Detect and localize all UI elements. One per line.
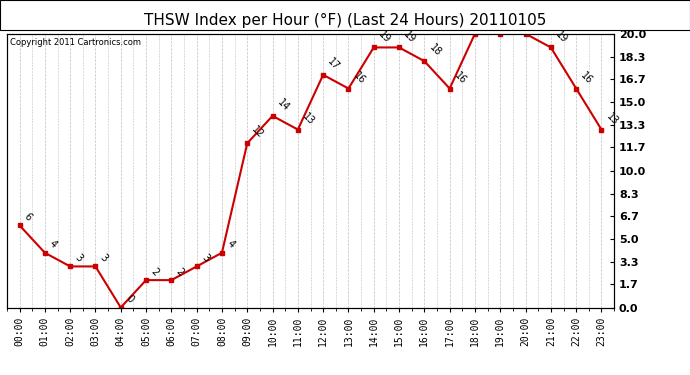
Text: 0: 0 — [124, 293, 135, 305]
Text: THSW Index per Hour (°F) (Last 24 Hours) 20110105: THSW Index per Hour (°F) (Last 24 Hours)… — [144, 13, 546, 28]
Text: 2: 2 — [149, 266, 160, 278]
Text: 3: 3 — [73, 252, 84, 264]
Text: 16: 16 — [453, 70, 468, 86]
Text: 13: 13 — [301, 111, 316, 127]
Text: 20: 20 — [477, 15, 493, 31]
Text: 14: 14 — [275, 98, 291, 113]
Text: Copyright 2011 Cartronics.com: Copyright 2011 Cartronics.com — [10, 38, 141, 47]
Text: 2: 2 — [174, 266, 186, 278]
Text: 18: 18 — [427, 43, 443, 58]
Text: 19: 19 — [402, 29, 417, 45]
Text: 4: 4 — [48, 238, 59, 250]
Text: 17: 17 — [326, 56, 342, 72]
Text: 12: 12 — [250, 124, 266, 141]
Text: 3: 3 — [199, 252, 211, 264]
Text: 13: 13 — [604, 111, 620, 127]
Text: 16: 16 — [579, 70, 595, 86]
Text: 3: 3 — [98, 252, 110, 264]
Text: 19: 19 — [553, 29, 569, 45]
Text: 4: 4 — [225, 238, 236, 250]
Text: 16: 16 — [351, 70, 367, 86]
Text: 20: 20 — [503, 15, 519, 31]
Text: 19: 19 — [377, 29, 392, 45]
Text: 6: 6 — [22, 211, 34, 223]
Text: 20: 20 — [529, 15, 544, 31]
